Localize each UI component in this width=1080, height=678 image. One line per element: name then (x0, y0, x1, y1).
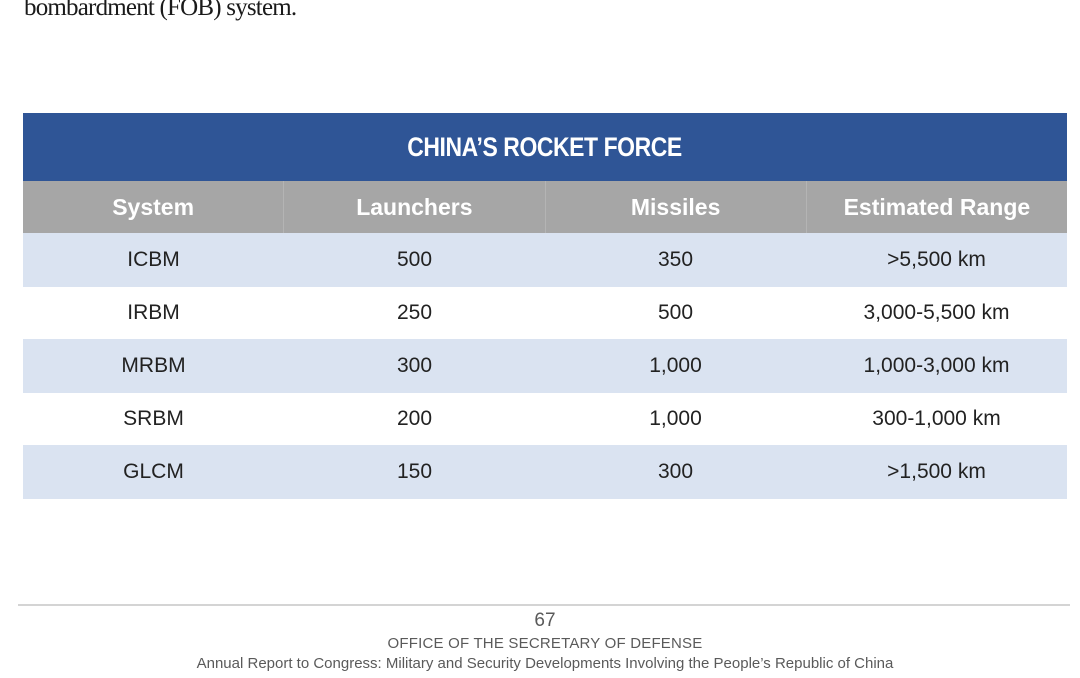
cell-missiles: 500 (657, 301, 694, 324)
cell-launchers: 250 (396, 301, 433, 324)
footer-divider (18, 604, 1070, 606)
table-row: ICBM 500 350 >5,500 km (23, 233, 1067, 287)
cell-missiles: 350 (657, 248, 694, 271)
cell-range: 3,000-5,500 km (863, 301, 1010, 324)
table-row: SRBM 200 1,000 300-1,000 km (23, 393, 1067, 445)
cell-range: 1,000-3,000 km (863, 354, 1010, 377)
cell-system: SRBM (123, 407, 184, 430)
cell-missiles: 1,000 (649, 407, 702, 430)
footer-report-title: Annual Report to Congress: Military and … (196, 655, 894, 672)
table-row: MRBM 300 1,000 1,000-3,000 km (23, 339, 1067, 393)
cell-launchers: 150 (396, 460, 433, 483)
cell-range: >1,500 km (887, 460, 986, 483)
header-estimated-range: Estimated Range (805, 181, 1067, 233)
cell-launchers: 200 (396, 407, 433, 430)
cell-launchers: 300 (396, 354, 433, 377)
cell-range: >5,500 km (887, 248, 986, 271)
cell-system: GLCM (123, 460, 184, 483)
cell-missiles: 300 (657, 460, 694, 483)
footer-office: OFFICE OF THE SECRETARY OF DEFENSE (387, 635, 703, 652)
rocket-force-table: CHINA’S ROCKET FORCE System Launchers Mi… (23, 113, 1067, 499)
cell-system: IRBM (127, 301, 180, 324)
cell-system: ICBM (127, 248, 180, 271)
intro-text: bombardment (FOB) system. (24, 0, 297, 21)
page-number: 67 (534, 610, 556, 631)
header-missiles: Missiles (544, 181, 806, 233)
header-system: System (112, 193, 195, 220)
header-launchers: Launchers (283, 181, 544, 233)
table-header-row: System Launchers Missiles Estimated Rang… (23, 181, 1067, 233)
table-title: CHINA’S ROCKET FORCE (23, 113, 1067, 181)
cell-missiles: 1,000 (649, 354, 702, 377)
cell-system: MRBM (121, 354, 186, 377)
table-row: GLCM 150 300 >1,500 km (23, 445, 1067, 499)
cell-range: 300-1,000 km (872, 407, 1001, 430)
table-row: IRBM 250 500 3,000-5,500 km (23, 287, 1067, 339)
cell-launchers: 500 (396, 248, 433, 271)
table-title-text: CHINA’S ROCKET FORCE (407, 131, 683, 162)
